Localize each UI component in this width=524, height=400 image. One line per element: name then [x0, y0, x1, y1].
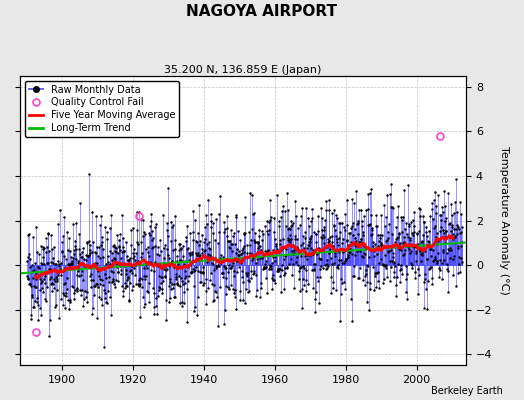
Y-axis label: Temperature Anomaly (°C): Temperature Anomaly (°C): [499, 146, 509, 295]
Text: Berkeley Earth: Berkeley Earth: [431, 386, 503, 396]
Title: 35.200 N, 136.859 E (Japan): 35.200 N, 136.859 E (Japan): [165, 65, 322, 75]
Text: NAGOYA AIRPORT: NAGOYA AIRPORT: [187, 4, 337, 19]
Legend: Raw Monthly Data, Quality Control Fail, Five Year Moving Average, Long-Term Tren: Raw Monthly Data, Quality Control Fail, …: [25, 81, 179, 137]
